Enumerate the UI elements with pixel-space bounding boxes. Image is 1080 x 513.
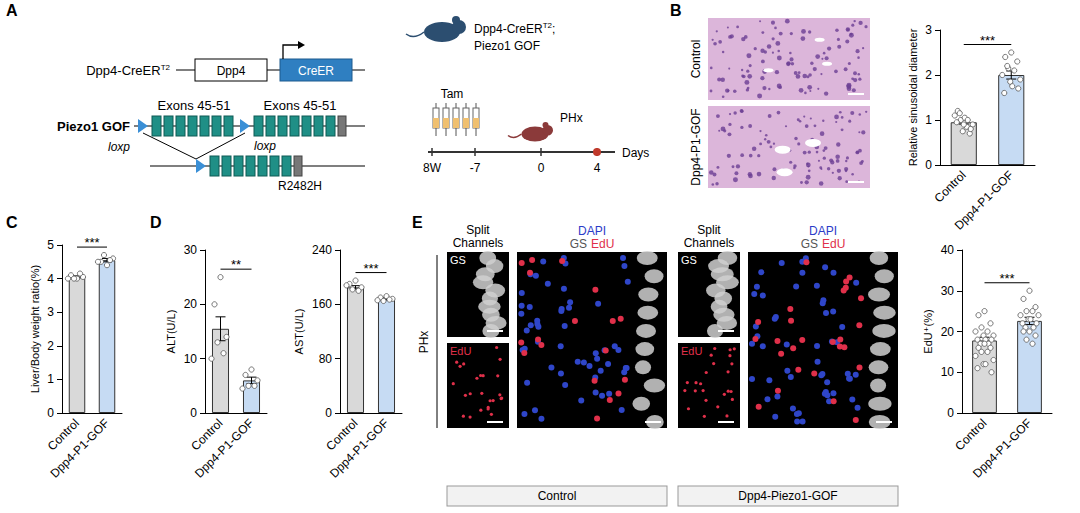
svg-text:Dpp4-P1-GOF: Dpp4-P1-GOF — [327, 416, 392, 481]
svg-text:***: *** — [999, 271, 1014, 286]
svg-text:Channels: Channels — [684, 236, 735, 250]
svg-text:0: 0 — [190, 406, 197, 420]
svg-text:Exons 45-51: Exons 45-51 — [264, 98, 337, 113]
svg-text:Control: Control — [323, 416, 361, 454]
svg-text:20: 20 — [941, 325, 955, 339]
svg-text:1: 1 — [925, 113, 932, 127]
svg-text:4: 4 — [47, 272, 54, 286]
svg-text:Channels: Channels — [453, 236, 504, 250]
svg-text:160: 160 — [312, 297, 332, 311]
svg-text:0: 0 — [325, 406, 332, 420]
svg-text:Dpp4-P1-GOF: Dpp4-P1-GOF — [970, 416, 1035, 481]
svg-text:30: 30 — [184, 243, 198, 257]
svg-text:Dpp4-P1-GOF: Dpp4-P1-GOF — [192, 416, 257, 481]
svg-text:**: ** — [231, 257, 241, 272]
svg-text:20: 20 — [184, 297, 198, 311]
svg-text:***: *** — [980, 33, 995, 48]
svg-text:Control: Control — [689, 40, 703, 79]
svg-text:Relative sinusoidal diameter: Relative sinusoidal diameter — [907, 28, 919, 166]
svg-text:CreER: CreER — [298, 64, 334, 78]
svg-text:Dpp4: Dpp4 — [217, 64, 246, 78]
svg-text:loxp: loxp — [108, 140, 130, 154]
svg-text:EdU: EdU — [450, 345, 471, 357]
svg-text:C: C — [6, 214, 18, 231]
svg-text:AST(U/L): AST(U/L) — [293, 309, 305, 355]
svg-text:Control: Control — [931, 168, 968, 205]
svg-text:40: 40 — [941, 243, 955, 257]
svg-text:80: 80 — [319, 352, 333, 366]
svg-text:2: 2 — [925, 68, 932, 82]
svg-text:2: 2 — [47, 339, 54, 353]
svg-text:Control: Control — [952, 416, 989, 453]
svg-text:DAPI: DAPI — [578, 224, 606, 238]
svg-text:8W: 8W — [423, 161, 442, 175]
svg-text:D: D — [150, 214, 162, 231]
svg-text:Tam: Tam — [441, 87, 464, 101]
svg-text:***: *** — [363, 261, 378, 276]
svg-text:Days: Days — [622, 146, 649, 160]
svg-text:Control: Control — [538, 489, 577, 503]
svg-text:1: 1 — [47, 372, 54, 386]
svg-text:loxp: loxp — [254, 139, 276, 153]
svg-text:30: 30 — [941, 284, 955, 298]
svg-text:-7: -7 — [470, 161, 481, 175]
svg-text:R2482H: R2482H — [278, 179, 322, 193]
svg-text:PHx: PHx — [560, 111, 583, 125]
svg-text:0: 0 — [538, 161, 545, 175]
svg-text:EdU⁺(%): EdU⁺(%) — [922, 309, 934, 353]
svg-text:4: 4 — [594, 161, 601, 175]
svg-text:Split: Split — [697, 223, 721, 237]
svg-text:E: E — [412, 214, 423, 231]
svg-text:Dpp4-CreERT2;: Dpp4-CreERT2; — [474, 21, 555, 36]
svg-text:Piezo1 GOF: Piezo1 GOF — [474, 39, 540, 53]
svg-text:10: 10 — [941, 365, 955, 379]
svg-text:Dpp4-CreERT2: Dpp4-CreERT2 — [86, 63, 170, 78]
svg-text:***: *** — [84, 235, 99, 250]
svg-text:Dpp4-P1-GOF: Dpp4-P1-GOF — [47, 416, 112, 481]
svg-text:3: 3 — [47, 305, 54, 319]
svg-text:A: A — [6, 2, 18, 19]
svg-text:0: 0 — [947, 406, 954, 420]
svg-text:Liver/Body weight ratio(%): Liver/Body weight ratio(%) — [29, 265, 41, 393]
svg-text:Split: Split — [466, 223, 490, 237]
svg-text:Control: Control — [44, 416, 82, 454]
svg-text:DAPI: DAPI — [809, 224, 837, 238]
svg-text:3: 3 — [925, 23, 932, 37]
svg-text:GSEdU: GSEdU — [801, 237, 846, 251]
svg-text:Dpp4-P1-GOF: Dpp4-P1-GOF — [689, 108, 703, 185]
svg-text:Dpp4-Piezo1-GOF: Dpp4-Piezo1-GOF — [738, 489, 837, 503]
svg-text:Dpp4-P1-GOF: Dpp4-P1-GOF — [952, 168, 1017, 233]
svg-text:5: 5 — [47, 238, 54, 252]
svg-text:B: B — [670, 2, 682, 19]
svg-text:240: 240 — [312, 243, 332, 257]
svg-text:Control: Control — [188, 416, 226, 454]
svg-text:Exons 45-51: Exons 45-51 — [158, 98, 231, 113]
svg-text:Piezo1 GOF: Piezo1 GOF — [57, 119, 130, 134]
svg-text:PHx: PHx — [417, 331, 431, 354]
svg-text:0: 0 — [47, 406, 54, 420]
svg-text:GS: GS — [681, 254, 697, 266]
svg-text:EdU: EdU — [681, 345, 702, 357]
svg-text:GS: GS — [450, 254, 466, 266]
svg-text:ALT(U/L): ALT(U/L) — [165, 310, 177, 354]
svg-text:0: 0 — [925, 158, 932, 172]
svg-text:10: 10 — [184, 352, 198, 366]
svg-text:GSEdU: GSEdU — [570, 237, 615, 251]
